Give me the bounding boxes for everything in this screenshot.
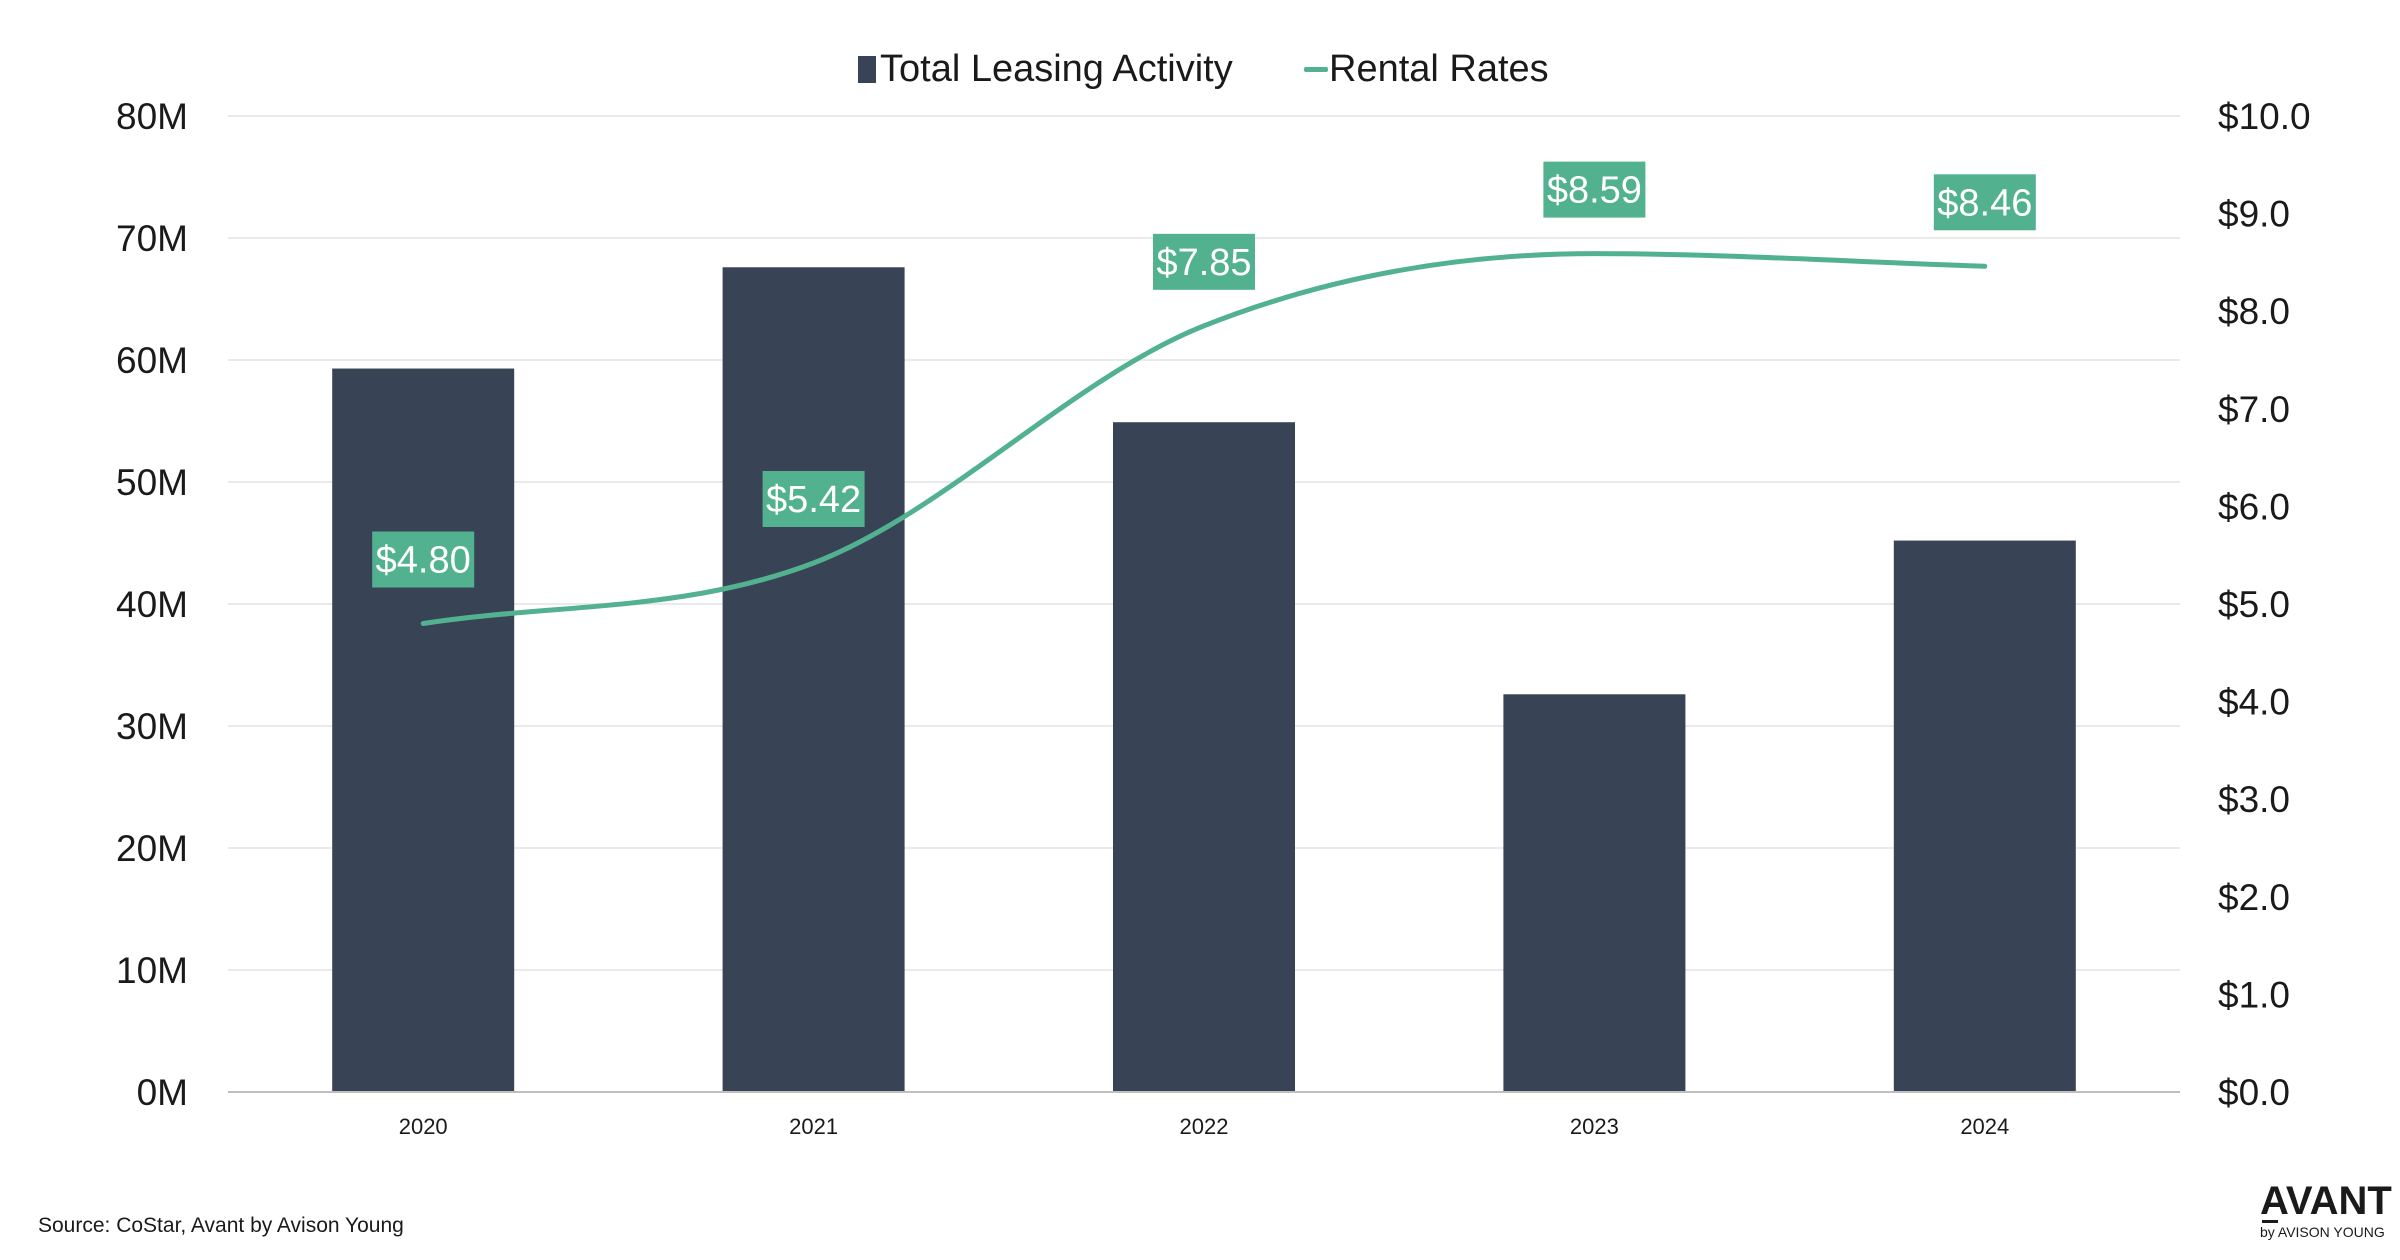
- y-left-tick-label: 50M: [116, 462, 188, 503]
- line-series: [420, 251, 1988, 627]
- data-label-box: [372, 531, 475, 588]
- y-left-tick-label: 60M: [116, 340, 188, 381]
- data-label-box: [1933, 174, 2036, 231]
- legend-label-line: Rental Rates: [1329, 48, 1549, 90]
- data-label: $7.85: [1156, 242, 1251, 284]
- legend-label-bar: Total Leasing Activity: [880, 48, 1233, 90]
- x-tick-label: 2022: [1180, 1114, 1229, 1139]
- y-left-tick-label: 40M: [116, 584, 188, 625]
- y-right-tick-label: $10.0: [2218, 96, 2311, 137]
- legend: Total Leasing Activity Rental Rates: [858, 48, 1549, 90]
- bar: [1503, 694, 1686, 1092]
- y-right-tick-label: $1.0: [2218, 974, 2290, 1015]
- source-note: Source: CoStar, Avant by Avison Young: [38, 1214, 404, 1237]
- bar-series: [332, 267, 2076, 1093]
- y-left-tick-label: 70M: [116, 218, 188, 259]
- data-label-box: [1543, 161, 1646, 218]
- data-labels: $4.80 $5.42 $7.85 $8.59 $8.46: [372, 161, 2036, 588]
- logo-underline: [2262, 1220, 2278, 1223]
- y-left-tick-label: 20M: [116, 828, 188, 869]
- y-right-tick-label: $8.0: [2218, 291, 2290, 332]
- bar: [332, 368, 515, 1092]
- data-label: $8.59: [1547, 170, 1642, 212]
- bar: [1113, 422, 1295, 1093]
- logo-subtitle: by AVISON YOUNG: [2260, 1224, 2385, 1240]
- bar: [1893, 540, 2076, 1092]
- y-right-tick-label: $2.0: [2218, 877, 2290, 918]
- y-right-tick-label: $0.0: [2218, 1072, 2290, 1113]
- x-tick-label: 2024: [1960, 1114, 2009, 1139]
- y-right-tick-label: $9.0: [2218, 194, 2290, 235]
- y-left-tick-label: 0M: [137, 1072, 188, 1113]
- y-left-tick-label: 10M: [116, 950, 188, 991]
- y-left-tick-label: 80M: [116, 96, 188, 137]
- y-right-tick-label: $3.0: [2218, 779, 2290, 820]
- x-tick-label: 2021: [789, 1114, 838, 1139]
- bar: [722, 267, 905, 1092]
- data-label: $8.46: [1937, 182, 2032, 224]
- y-right-tick-label: $4.0: [2218, 682, 2290, 723]
- avant-logo: AVANT by AVISON YOUNG: [2260, 1179, 2392, 1240]
- x-tick-label: 2023: [1570, 1114, 1619, 1139]
- axes: 0M 10M 20M 30M 40M 50M 60M 70M 80M $0.0 $1.0 $2.0 $3…: [116, 96, 2311, 1139]
- rental-rates-line: [420, 251, 1988, 627]
- y-right-tick-label: $6.0: [2218, 486, 2290, 527]
- data-label: $5.42: [766, 479, 861, 521]
- legend-swatch-bar: [858, 56, 876, 83]
- x-tick-label: 2020: [399, 1114, 448, 1139]
- logo-wordmark: AVANT: [2260, 1179, 2392, 1223]
- y-right-tick-label: $5.0: [2218, 584, 2290, 625]
- data-label: $4.80: [376, 540, 471, 582]
- data-label-box: [762, 471, 865, 528]
- y-right-tick-label: $7.0: [2218, 389, 2290, 430]
- data-label-box: [1153, 233, 1255, 290]
- y-left-tick-label: 30M: [116, 706, 188, 747]
- legend-swatch-line: [1304, 67, 1328, 72]
